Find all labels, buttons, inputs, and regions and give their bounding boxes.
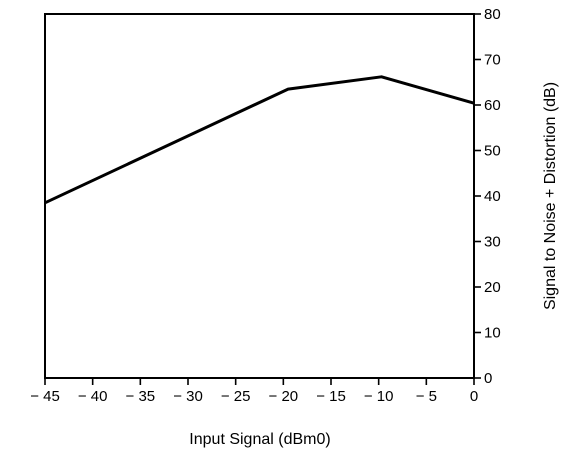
x-axis-ticks: − 45 − 40 − 35 − 30 − 25 − 20 − 15 − 10 − 5 0 bbox=[30, 378, 478, 405]
y-tick-label: 70 bbox=[484, 52, 501, 69]
y-tick-label: 60 bbox=[484, 97, 501, 114]
x-tick-label: − 25 bbox=[221, 388, 251, 405]
x-tick-label: − 10 bbox=[364, 388, 394, 405]
x-tick-label: − 20 bbox=[269, 388, 299, 405]
series-line bbox=[44, 75, 475, 205]
x-tick-label: − 40 bbox=[78, 388, 108, 405]
x-tick-label: − 5 bbox=[416, 388, 437, 405]
y-tick-label: 10 bbox=[484, 325, 501, 342]
plot-frame bbox=[44, 13, 475, 379]
y-tick-label: 50 bbox=[484, 143, 501, 160]
y-axis-ticks: 0 10 20 30 40 50 60 70 80 bbox=[474, 6, 501, 387]
series-layer bbox=[44, 75, 475, 205]
x-axis-title: Input Signal (dBm0) bbox=[189, 431, 330, 448]
y-tick-label: 0 bbox=[484, 370, 492, 387]
y-tick-label: 40 bbox=[484, 188, 501, 205]
x-tick-label: 0 bbox=[470, 388, 478, 405]
x-tick-label: − 15 bbox=[316, 388, 346, 405]
y-axis-title: Signal to Noise + Distortion (dB) bbox=[542, 82, 559, 310]
x-tick-label: − 35 bbox=[126, 388, 156, 405]
y-tick-label: 20 bbox=[484, 279, 501, 296]
x-tick-label: − 45 bbox=[30, 388, 60, 405]
y-tick-label: 80 bbox=[484, 6, 501, 23]
y-tick-label: 30 bbox=[484, 234, 501, 251]
x-tick-label: − 30 bbox=[173, 388, 203, 405]
